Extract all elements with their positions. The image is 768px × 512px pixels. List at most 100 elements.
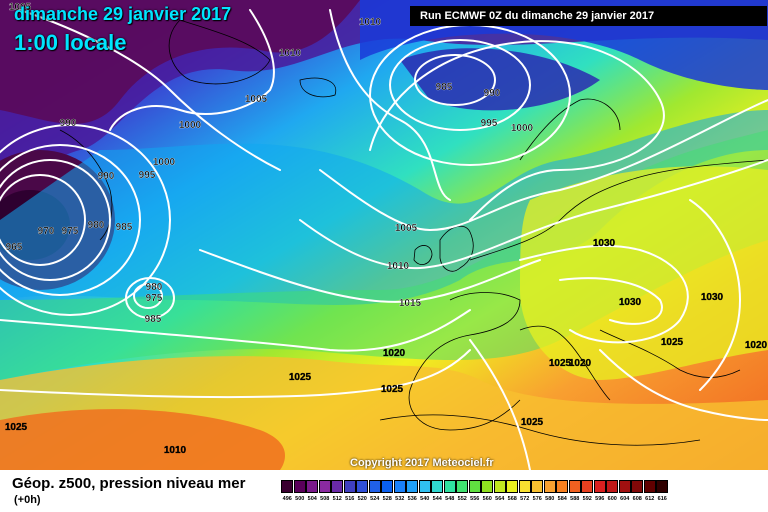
isobar-label: 1010 <box>387 261 410 272</box>
scale-label: 536 <box>407 496 417 502</box>
scale-swatch <box>481 480 493 493</box>
isobar-label: 980 <box>146 282 163 293</box>
isobar-label: 985 <box>436 82 453 93</box>
scale-label: 544 <box>432 496 442 502</box>
scale-label: 596 <box>595 496 605 502</box>
color-scale <box>281 480 669 493</box>
scale-swatch <box>493 480 506 493</box>
scale-label: 600 <box>607 496 617 502</box>
isobar-970 <box>0 159 111 281</box>
coast-ireland <box>413 245 433 265</box>
isobar-label: 965 <box>6 242 23 253</box>
scale-swatch <box>293 480 306 493</box>
scale-swatch <box>281 480 293 493</box>
isobar-label: 995 <box>139 170 156 181</box>
isobar-label: 985 <box>145 314 162 325</box>
legend-step: (+0h) <box>14 494 41 506</box>
scale-label: 556 <box>470 496 480 502</box>
scale-swatch <box>431 480 443 493</box>
scale-swatch <box>593 480 606 493</box>
isobar-label: 1020 <box>569 358 592 369</box>
scale-swatch <box>581 480 593 493</box>
isobar-label: 975 <box>146 293 163 304</box>
isobar-990 <box>389 39 531 131</box>
scale-swatch <box>368 480 381 493</box>
isobar-1030-east <box>559 277 663 325</box>
scale-label: 524 <box>370 496 380 502</box>
scale-label: 532 <box>395 496 405 502</box>
scale-label: 560 <box>482 496 492 502</box>
run-info-banner: Run ECMWF 0Z du dimanche 29 janvier 2017 <box>410 6 767 26</box>
scale-swatch <box>331 480 343 493</box>
scale-label: 552 <box>457 496 467 502</box>
scale-swatch <box>406 480 418 493</box>
isobar-label: 1020 <box>383 348 406 359</box>
isobar-label: 1010 <box>164 445 187 456</box>
coast-iceland <box>299 77 337 98</box>
isobar-label: 1000 <box>511 123 534 134</box>
scale-swatch <box>531 480 543 493</box>
scale-swatch <box>468 480 481 493</box>
isobar-975 <box>0 144 141 296</box>
isobar-1020-south <box>469 339 531 470</box>
scale-swatch <box>393 480 406 493</box>
field-band-deeporange <box>0 409 285 470</box>
scale-label: 580 <box>545 496 555 502</box>
isobar-label: 1025 <box>381 384 404 395</box>
scale-swatch <box>631 480 643 493</box>
scale-label: 520 <box>357 496 367 502</box>
scale-label: 568 <box>507 496 517 502</box>
isobar-label: 990 <box>484 88 501 99</box>
field-low-north <box>400 48 600 111</box>
isobar-1010-mid <box>299 159 768 270</box>
scale-label: 516 <box>345 496 355 502</box>
isobar-label: 1025 <box>521 417 544 428</box>
isobar-label: 995 <box>481 118 498 129</box>
scale-swatch <box>418 480 431 493</box>
scale-swatch <box>656 480 668 493</box>
scale-label: 592 <box>582 496 592 502</box>
coast-scandinavia <box>519 98 621 161</box>
scale-swatch <box>306 480 318 493</box>
isobar-low-985 <box>125 277 175 319</box>
field-band-darkpurple <box>0 0 360 124</box>
isobar-1000 <box>369 40 665 221</box>
scale-swatch <box>618 480 631 493</box>
scale-label: 540 <box>420 496 430 502</box>
scale-label: 588 <box>570 496 580 502</box>
isobar-1025-east <box>519 244 689 344</box>
isobar-1030-far-east <box>689 199 742 391</box>
scale-label: 584 <box>557 496 567 502</box>
coast-north-sea <box>469 159 768 261</box>
map-local-time: 1:00 locale <box>14 30 127 55</box>
scale-swatch <box>343 480 356 493</box>
isobar-1010-north <box>329 9 451 201</box>
isobar-labels: 1010 1005 1010 1005 985 990 995 1000 990 1000 990 9… <box>5 2 768 456</box>
isobar-label: 1005 <box>395 223 418 234</box>
coast-north-africa <box>379 414 701 446</box>
isobar-label: 1025 <box>661 337 684 348</box>
scale-label: 572 <box>520 496 530 502</box>
scale-label: 608 <box>632 496 642 502</box>
color-scale-labels: 496 500 504 508 512 516 520 524 528 532 536 540 544 5… <box>281 496 669 502</box>
isobar-1005-mid <box>319 99 768 232</box>
isobar-1005-north <box>19 9 281 171</box>
scale-swatch <box>568 480 581 493</box>
isobar-label: 1030 <box>619 297 642 308</box>
scale-label: 528 <box>382 496 392 502</box>
scale-label: 504 <box>307 496 317 502</box>
copyright-text: Copyright 2017 Meteociel.fr <box>350 457 494 469</box>
coast-italy <box>519 325 611 401</box>
scale-swatch <box>318 480 331 493</box>
scale-swatch <box>443 480 456 493</box>
isobar-1005-b <box>109 9 275 131</box>
scale-swatch <box>606 480 618 493</box>
field-band-lightblue <box>0 110 768 305</box>
scale-swatch <box>643 480 656 493</box>
isobar-1025-south <box>599 349 768 421</box>
scale-swatch <box>543 480 556 493</box>
isobar-985 <box>414 54 496 106</box>
isobar-label: 990 <box>60 118 77 129</box>
isobar-label: 1000 <box>179 120 202 131</box>
